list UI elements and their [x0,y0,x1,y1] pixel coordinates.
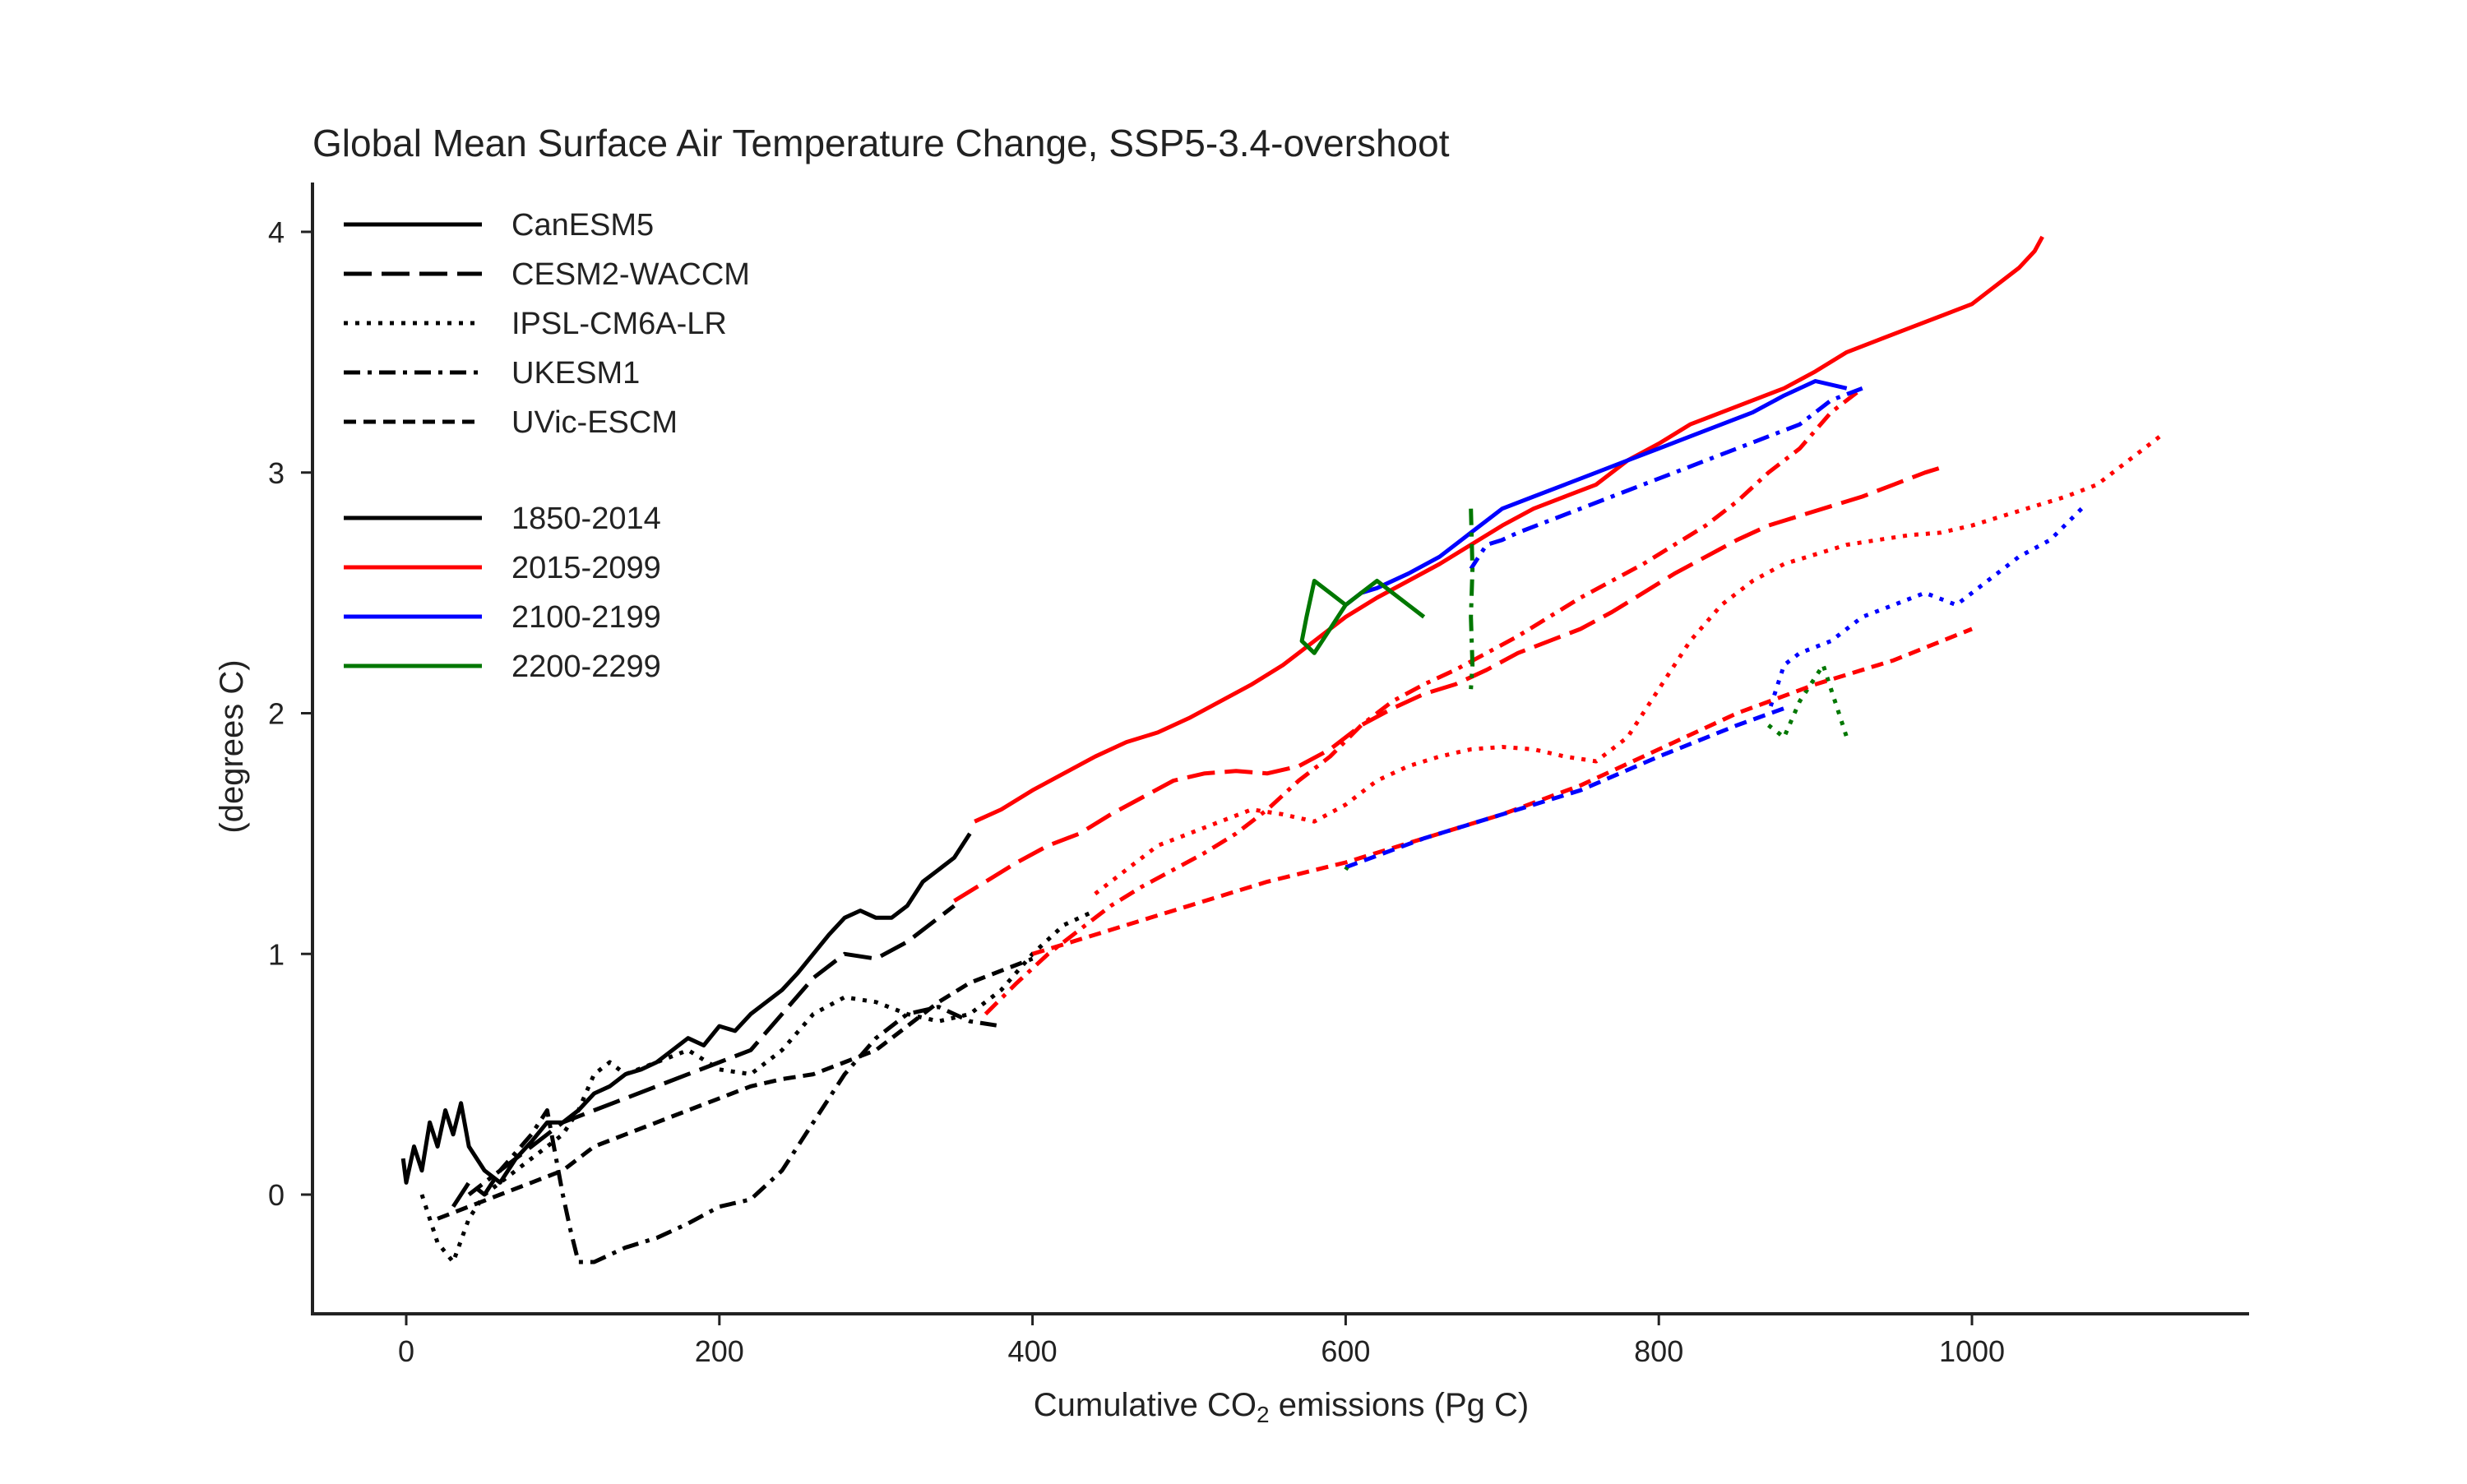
series-line-ukesm1-2200-2299 [1469,508,1475,690]
x-tick-label: 800 [1634,1334,1683,1368]
x-axis-label-subscript: 2 [1257,1402,1270,1427]
chart-title: Global Mean Surface Air Temperature Chan… [312,122,1450,164]
series-line-ukesm1-1850-2014 [467,1005,1002,1264]
x-axis-label-tail: emissions (Pg C) [1270,1387,1530,1423]
x-tick-label: 600 [1321,1334,1370,1368]
axes [311,183,2249,1315]
series-layer [400,235,2162,1264]
series-line-ipsl-cm6a-lr-2015-2099 [1094,434,2162,896]
legend-label: 2015-2099 [511,551,661,585]
legend-label: 2200-2299 [511,650,661,684]
legend-label: IPSL-CM6A-LR [511,307,727,341]
legend-label: CanESM5 [511,208,654,243]
series-line-cesm2-waccm-2015-2099 [953,465,1942,903]
series-line-canesm5-2100-2199 [1344,379,1848,607]
series-line-canesm5-1850-2014 [400,832,972,1185]
series-line-ipsl-cm6a-lr-1850-2014 [419,908,1096,1264]
series-line-uvic-escm-2200-2299 [1344,866,1349,871]
series-line-canesm5-2200-2299 [1299,579,1426,655]
y-axis-label: (degrees C) [214,659,250,833]
y-tick-label: 1 [268,937,285,971]
y-tick-label: 2 [268,697,285,731]
x-tick-label: 400 [1008,1334,1058,1368]
y-tick-label: 4 [268,215,285,249]
x-tick-label: 1000 [1939,1334,2005,1368]
series-line-ukesm1-2015-2099 [984,386,1864,1016]
series-line-uvic-escm-1850-2014 [437,956,1034,1221]
x-axis-label-main: Cumulative CO [1034,1387,1257,1423]
series-line-ukesm1-2100-2199 [1469,386,1863,571]
legend-label: CESM2-WACCM [511,257,750,292]
x-axis-label: Cumulative CO2 emissions (Pg C) [1034,1387,1529,1427]
legend-label: 1850-2014 [511,502,661,536]
y-tick-label: 0 [268,1178,285,1212]
series-line-ipsl-cm6a-lr-2200-2299 [1766,663,1849,740]
x-tick-label: 0 [398,1334,414,1368]
legend-label: UKESM1 [511,356,640,391]
y-ticks: 0 1 2 3 4 [268,215,312,1212]
x-tick-label: 200 [695,1334,744,1368]
series-line-canesm5-2015-2099 [974,235,2044,824]
legend-label: 2100-2199 [511,600,661,635]
x-ticks: 0 200 400 600 800 1000 [398,1314,2005,1368]
legend: CanESM5 CESM2-WACCM IPSL-CM6A-LR UKESM1 UVic… [344,208,750,684]
series-line-uvic-escm-2100-2199 [1345,706,1785,870]
y-tick-label: 3 [268,456,285,490]
series-line-uvic-escm-2015-2099 [1031,626,1973,956]
series-line-cesm2-waccm-1850-2014 [451,904,956,1208]
legend-label: UVic-ESCM [511,405,678,440]
